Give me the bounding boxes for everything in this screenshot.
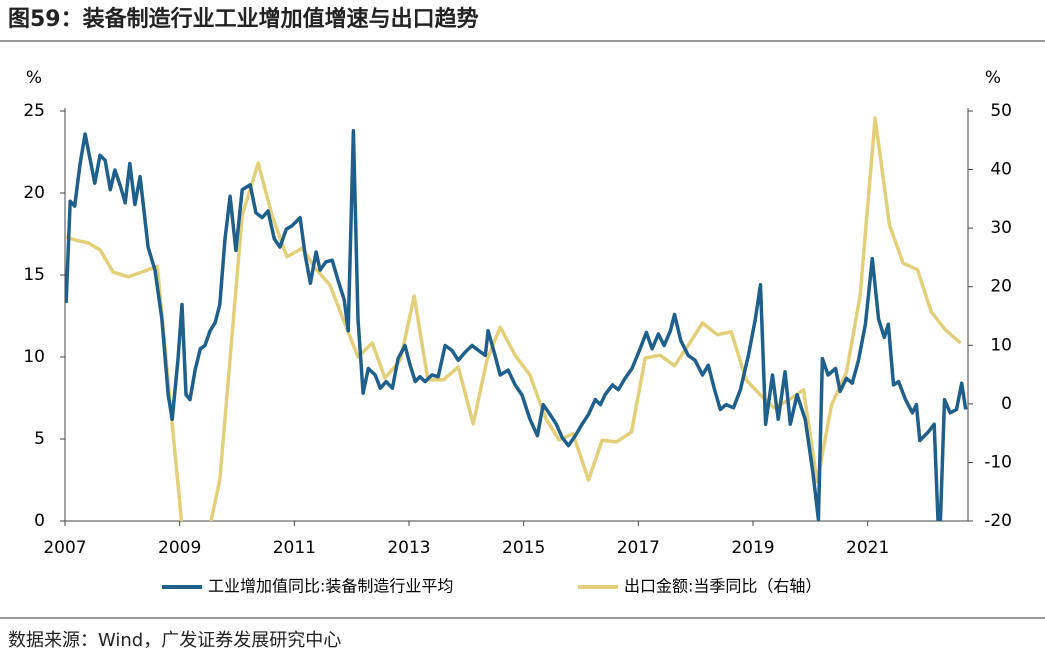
chart-title: 图59：装备制造行业工业增加值增速与出口趋势 xyxy=(8,6,479,32)
y2-tick-label: -20 xyxy=(984,511,1012,531)
y2-tick-label: 40 xyxy=(990,160,1012,180)
y2-tick-label: 20 xyxy=(990,277,1012,297)
y-tick-label: 15 xyxy=(23,265,45,285)
y-tick-label: 20 xyxy=(23,183,45,203)
x-tick-label: 2007 xyxy=(43,538,86,558)
x-tick-label: 2021 xyxy=(846,538,889,558)
x-tick-label: 2009 xyxy=(158,538,201,558)
y-tick-label: 10 xyxy=(23,347,45,367)
y2-tick-label: 30 xyxy=(990,218,1012,238)
x-tick-label: 2015 xyxy=(502,538,545,558)
plot: 0 5 10 15 20 25 -20 -10 0 10 20 30 40 50 2007 2009 2011 2… xyxy=(23,101,1012,596)
y-axis-unit: % xyxy=(26,68,42,88)
x-tick-label: 2011 xyxy=(273,538,316,558)
x-tick-label: 2013 xyxy=(387,538,430,558)
x-tick-label: 2019 xyxy=(731,538,774,558)
y-tick-label: 25 xyxy=(23,101,45,121)
source: 数据来源：Wind，广发证券发展研究中心 xyxy=(8,630,341,651)
y2-tick-label: 10 xyxy=(990,335,1012,355)
y2-axis-unit: % xyxy=(985,68,1001,88)
y-tick-label: 0 xyxy=(34,511,45,531)
y2-tick-label: 50 xyxy=(990,101,1012,121)
legend-label: 出口金额:当季同比（右轴） xyxy=(624,577,821,596)
x-tick-label: 2017 xyxy=(617,538,660,558)
y2-tick-label: 0 xyxy=(1001,394,1012,414)
y-tick-label: 5 xyxy=(34,429,45,449)
series-line xyxy=(65,128,968,521)
legend-label: 工业增加值同比:装备制造行业平均 xyxy=(208,577,453,596)
series-line xyxy=(65,116,962,521)
y2-tick-label: -10 xyxy=(984,452,1012,472)
